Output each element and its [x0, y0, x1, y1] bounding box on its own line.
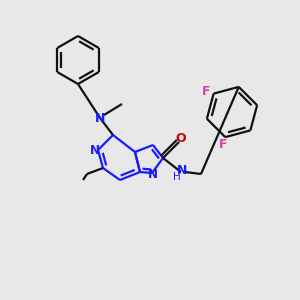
Text: F: F	[219, 138, 227, 151]
Text: O: O	[176, 131, 186, 145]
Text: N: N	[177, 164, 187, 176]
Text: H: H	[173, 172, 181, 182]
Text: N: N	[95, 112, 105, 124]
Text: N: N	[148, 169, 158, 182]
Text: N: N	[90, 143, 100, 157]
Text: F: F	[202, 85, 211, 98]
